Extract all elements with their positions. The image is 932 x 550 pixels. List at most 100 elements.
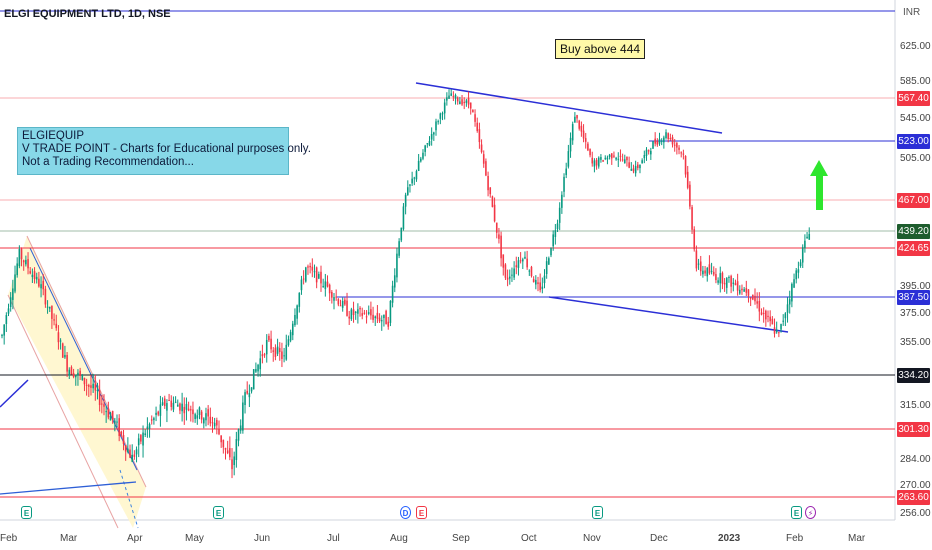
candle-body: [257, 364, 259, 372]
candle-body: [25, 259, 27, 265]
candle-body: [46, 306, 49, 308]
candle-body: [786, 304, 789, 313]
y-tick-label: 315.00: [900, 400, 931, 411]
candle-body: [498, 234, 500, 239]
candle-body: [359, 307, 361, 310]
candle-body: [522, 259, 524, 262]
candle-body: [389, 301, 392, 323]
candle-body: [5, 315, 8, 325]
candle-body: [578, 120, 581, 129]
candle-body: [127, 448, 129, 453]
candle-body: [404, 194, 407, 207]
candle-body: [272, 350, 275, 352]
candle-body: [485, 161, 487, 176]
candle-body: [478, 129, 481, 143]
price-tag-334.20: 334.20: [897, 368, 930, 383]
candle-body: [302, 278, 305, 280]
candle-body: [354, 311, 357, 313]
candle-body: [430, 134, 433, 140]
candle-body: [424, 145, 426, 152]
candle-body: [29, 271, 32, 274]
candle-body: [608, 154, 611, 158]
up-arrow: [810, 160, 828, 210]
candle-body: [448, 95, 450, 99]
event-marker-earnings[interactable]: E: [791, 506, 802, 519]
candle-body: [526, 258, 528, 268]
candle-body: [189, 409, 192, 411]
candle-body: [213, 422, 216, 427]
candle-body: [617, 158, 620, 160]
candle-body: [788, 299, 791, 305]
candle-body: [537, 282, 539, 285]
candle-body: [335, 296, 337, 298]
candle-body: [287, 339, 290, 346]
candle-body: [337, 299, 340, 305]
event-marker-earnings[interactable]: E: [21, 506, 32, 519]
candle-body: [621, 159, 624, 161]
x-tick-label: Aug: [390, 533, 408, 544]
candle-body: [144, 433, 147, 436]
x-tick-label: Jun: [254, 533, 271, 544]
candle-body: [222, 439, 225, 448]
chart-ticker-title: ELGI EQUIPMENT LTD, 1D, NSE: [4, 8, 171, 20]
candle-body: [374, 316, 377, 319]
candle-body: [274, 347, 277, 357]
candle-body: [179, 403, 181, 411]
event-marker-split[interactable]: ⚡: [805, 506, 816, 519]
candle-body: [749, 297, 752, 299]
candle-body: [298, 292, 301, 307]
candle-body: [689, 184, 691, 207]
candle-body: [619, 155, 622, 157]
candle-body: [276, 346, 279, 354]
x-tick-label: Nov: [583, 533, 601, 544]
y-tick-label: 355.00: [900, 337, 931, 348]
event-marker-dividend[interactable]: D: [400, 506, 411, 519]
candle-body: [758, 300, 761, 312]
candle-body: [250, 387, 253, 392]
candle-body: [756, 301, 758, 304]
candle-body: [767, 315, 769, 317]
candle-body: [760, 312, 763, 315]
y-tick-label: 284.00: [900, 454, 931, 465]
channel-fill: [8, 236, 146, 528]
candle-body: [216, 420, 218, 426]
candle-body: [519, 260, 522, 262]
candle-body: [678, 147, 680, 150]
candle-body: [133, 454, 136, 457]
x-tick-label: 2023: [718, 533, 741, 544]
event-marker-earnings-red[interactable]: E: [416, 506, 427, 519]
candle-body: [754, 295, 756, 302]
candle-body: [393, 275, 396, 288]
candle-body: [166, 403, 168, 411]
candle-body: [400, 227, 403, 241]
candle-body: [237, 429, 240, 441]
candle-body: [187, 408, 190, 411]
candle-body: [615, 157, 617, 160]
candle-body: [268, 335, 270, 341]
candle-body: [743, 289, 745, 292]
candle-body: [650, 150, 652, 155]
price-tag-387.50: 387.50: [897, 290, 930, 305]
candle-body: [411, 178, 413, 184]
candle-body: [402, 206, 405, 230]
candle-body: [591, 157, 594, 164]
candle-body: [72, 373, 75, 378]
candle-body: [14, 274, 16, 292]
candle-body: [383, 314, 385, 319]
candle-body: [548, 258, 550, 265]
candle-body: [645, 149, 648, 156]
candle-body: [793, 279, 795, 288]
event-marker-earnings[interactable]: E: [592, 506, 603, 519]
candle-body: [721, 272, 724, 284]
candle-body: [515, 265, 518, 268]
candle-body: [200, 411, 203, 420]
candle-body: [387, 321, 390, 327]
candle-body: [463, 101, 466, 104]
event-marker-earnings[interactable]: E: [213, 506, 224, 519]
candle-body: [61, 343, 64, 358]
candle-body: [252, 369, 255, 390]
candle-body: [647, 150, 650, 152]
candle-body: [361, 313, 364, 316]
candle-body: [159, 404, 162, 416]
